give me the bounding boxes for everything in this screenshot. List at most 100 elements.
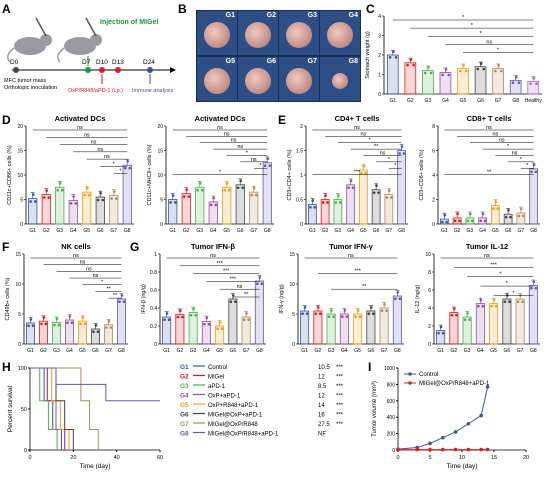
data-point [92, 330, 95, 333]
data-point [236, 186, 240, 190]
data-point [447, 73, 451, 77]
x-tick-label: G2 [40, 348, 47, 354]
legend-label: MIGel [208, 375, 224, 381]
data-point [466, 219, 470, 223]
x-tick-label: G8 [118, 348, 125, 354]
bar [366, 310, 376, 345]
significance-label: ns [97, 147, 103, 153]
data-point [470, 219, 474, 223]
significance-label: *** [216, 261, 223, 267]
legend-label: Control [419, 372, 438, 378]
significance-label: *** [336, 422, 344, 428]
data-point [479, 298, 483, 302]
data-point [504, 215, 508, 219]
median-survival: 12 [318, 375, 325, 381]
y-tick-label: 0 [378, 92, 381, 98]
y-axis-label: Stomach weight (g) [365, 31, 371, 79]
data-point [517, 81, 521, 84]
y-axis-label: CD49b+ cells (%) [5, 277, 11, 320]
bar [235, 184, 245, 225]
y-tick-label: 0 [18, 342, 21, 348]
data-point [319, 312, 322, 315]
significance-label: ns [77, 125, 83, 131]
panel-label-e: E [278, 113, 287, 127]
data-point [468, 318, 471, 321]
chart-cd4-t-cells: CD4+ T cells 0 0.5 1 1.5 2 CD3+CD4+ cells (%) G… [287, 114, 408, 234]
x-tick-label: G7 [110, 228, 117, 234]
data-point [120, 294, 124, 297]
chart-activated-dcs-mhc: Activated DCs 0 5 10 15 20 CD11c+MHCII+ cells … [147, 114, 274, 234]
bar [353, 313, 363, 345]
y-tick-label: 0 [300, 222, 303, 228]
y-tick-label: 200 [387, 432, 396, 438]
x-tick-label: G5 [460, 98, 467, 104]
significance-label: ns [86, 266, 92, 272]
data-point [326, 201, 329, 204]
median-survival: NF [318, 432, 326, 438]
x-tick-label: G6 [504, 348, 511, 354]
x-tick-label: G8 [256, 348, 263, 354]
data-point [354, 315, 357, 318]
data-point [394, 56, 398, 59]
bar [181, 193, 191, 225]
legend-label: MIGel@OxP+aPD-1 [208, 413, 263, 419]
data-point [79, 322, 82, 326]
significance-label: * [512, 290, 515, 296]
data-point [462, 64, 465, 67]
y-tick-label: 1 [154, 252, 157, 258]
bar [397, 150, 406, 225]
data-point [494, 304, 498, 308]
data-point [458, 219, 461, 223]
data-point [122, 300, 126, 303]
bar [249, 191, 259, 225]
bar [516, 212, 526, 225]
data-point [535, 82, 538, 85]
data-point [441, 435, 445, 440]
significance-label: *** [354, 269, 361, 275]
stomach-photo-g5: G5 [196, 56, 238, 102]
data-point [521, 300, 524, 303]
data-point [517, 214, 521, 218]
d0-label: D0 [10, 59, 19, 66]
legend-group: G7 [180, 421, 189, 428]
significance-label: ns [84, 132, 90, 138]
chart-survival: 0 50 100 0 20 40 60 Percent survival Time (day) G… [7, 364, 344, 470]
x-tick-label: G3 [53, 348, 60, 354]
y-tick-label: 5 [18, 312, 21, 318]
significance-label: ns [91, 140, 97, 146]
stomach-specimen [245, 22, 271, 48]
y-tick-label: 8 [428, 270, 431, 276]
y-axis-label: IFN-γ (ng/g) [279, 284, 285, 314]
bar [175, 313, 185, 345]
stomach-photo-g6: G6 [237, 56, 279, 102]
data-point [441, 73, 445, 77]
median-survival: 10.5 [318, 365, 330, 371]
x-tick-label: G4 [479, 228, 486, 234]
data-point [81, 316, 85, 319]
stomach-specimen [204, 68, 230, 94]
data-point [343, 309, 347, 312]
data-point [114, 197, 118, 200]
significance-label: ns [217, 125, 223, 131]
significance-label: * [101, 280, 104, 286]
data-point [532, 163, 536, 167]
data-point [464, 69, 468, 73]
data-point [398, 152, 401, 155]
data-point [29, 318, 33, 321]
data-point [99, 191, 102, 195]
x-tick-label: G8 [530, 348, 537, 354]
data-point [260, 282, 264, 285]
x-tick-label: G3 [467, 228, 474, 234]
data-point [441, 220, 444, 224]
data-point [85, 186, 89, 190]
stomach-specimen [286, 22, 312, 48]
data-point [380, 309, 384, 312]
data-point [481, 304, 485, 308]
significance-label: ** [374, 144, 379, 150]
chart-tumor-il-12: Tumor IL-12 0 2 4 6 8 10 IL-12 (ng/g) G1 G2 G3 G4 G5… [415, 242, 540, 354]
data-point [68, 315, 72, 318]
legend-label: OxP+R848+aPD-1 [208, 403, 259, 409]
y-tick-label: 8 [432, 124, 435, 130]
y-tick-label: 800 [387, 382, 396, 388]
y-tick-label: 2 [428, 324, 431, 330]
